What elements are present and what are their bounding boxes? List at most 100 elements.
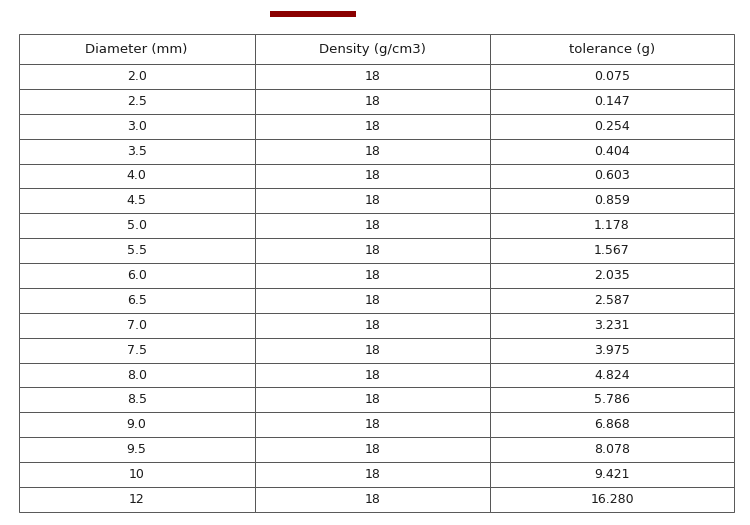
FancyBboxPatch shape [254,313,490,338]
Text: 18: 18 [364,70,380,83]
FancyBboxPatch shape [254,64,490,89]
FancyBboxPatch shape [254,363,490,387]
Text: 18: 18 [364,418,380,431]
Text: 3.0: 3.0 [127,120,146,133]
FancyBboxPatch shape [490,363,734,387]
FancyBboxPatch shape [254,462,490,487]
Text: 18: 18 [364,369,380,382]
FancyBboxPatch shape [19,487,254,512]
Text: 18: 18 [364,269,380,282]
Text: 2.035: 2.035 [594,269,630,282]
Text: 1.178: 1.178 [594,219,630,232]
Text: 6.5: 6.5 [127,294,146,307]
Text: 0.147: 0.147 [594,95,630,108]
FancyBboxPatch shape [254,139,490,163]
FancyBboxPatch shape [254,238,490,263]
FancyBboxPatch shape [490,238,734,263]
FancyBboxPatch shape [19,238,254,263]
FancyBboxPatch shape [19,64,254,89]
Text: 2.5: 2.5 [127,95,146,108]
Text: tolerance (g): tolerance (g) [569,43,655,56]
FancyBboxPatch shape [254,263,490,288]
FancyBboxPatch shape [490,338,734,363]
FancyBboxPatch shape [19,412,254,437]
FancyBboxPatch shape [19,114,254,139]
Text: 18: 18 [364,170,380,183]
Text: 18: 18 [364,294,380,307]
FancyBboxPatch shape [254,288,490,313]
FancyBboxPatch shape [490,163,734,188]
Text: 10: 10 [129,468,145,481]
Text: 18: 18 [364,344,380,356]
FancyBboxPatch shape [490,89,734,114]
Text: 3.5: 3.5 [127,144,146,157]
Text: 18: 18 [364,468,380,481]
FancyBboxPatch shape [490,139,734,163]
Text: 6.868: 6.868 [594,418,630,431]
FancyBboxPatch shape [19,139,254,163]
FancyBboxPatch shape [254,188,490,213]
FancyBboxPatch shape [490,64,734,89]
FancyBboxPatch shape [490,387,734,412]
Text: 0.075: 0.075 [594,70,630,83]
FancyBboxPatch shape [19,188,254,213]
FancyBboxPatch shape [19,89,254,114]
FancyBboxPatch shape [254,34,490,64]
Text: 18: 18 [364,493,380,506]
FancyBboxPatch shape [254,437,490,462]
Text: 7.5: 7.5 [127,344,147,356]
FancyBboxPatch shape [19,263,254,288]
FancyBboxPatch shape [490,213,734,238]
Text: 2.0: 2.0 [127,70,146,83]
FancyBboxPatch shape [490,34,734,64]
FancyBboxPatch shape [19,163,254,188]
FancyBboxPatch shape [254,487,490,512]
Text: 12: 12 [129,493,145,506]
Text: 4.824: 4.824 [594,369,630,382]
Text: 7.0: 7.0 [127,319,147,332]
Text: 0.404: 0.404 [594,144,630,157]
Text: 16.280: 16.280 [590,493,634,506]
Text: 18: 18 [364,393,380,406]
Text: 2.587: 2.587 [594,294,630,307]
Text: Diameter (mm): Diameter (mm) [86,43,188,56]
Text: 0.254: 0.254 [594,120,630,133]
Text: 5.5: 5.5 [127,244,147,257]
Text: 18: 18 [364,95,380,108]
Text: 5.786: 5.786 [594,393,630,406]
FancyBboxPatch shape [19,437,254,462]
Text: 9.5: 9.5 [127,443,146,456]
FancyBboxPatch shape [254,213,490,238]
FancyBboxPatch shape [254,89,490,114]
Text: 1.567: 1.567 [594,244,630,257]
FancyBboxPatch shape [19,363,254,387]
FancyBboxPatch shape [254,338,490,363]
Text: 18: 18 [364,144,380,157]
Text: 18: 18 [364,443,380,456]
FancyBboxPatch shape [254,387,490,412]
FancyBboxPatch shape [490,487,734,512]
Text: 8.0: 8.0 [127,369,147,382]
Text: 8.5: 8.5 [127,393,147,406]
Text: 9.421: 9.421 [594,468,630,481]
Text: 18: 18 [364,194,380,207]
FancyBboxPatch shape [490,188,734,213]
Text: 4.0: 4.0 [127,170,146,183]
Text: 9.0: 9.0 [127,418,146,431]
FancyBboxPatch shape [254,412,490,437]
Text: 0.859: 0.859 [594,194,630,207]
FancyBboxPatch shape [19,288,254,313]
Text: 6.0: 6.0 [127,269,146,282]
FancyBboxPatch shape [254,114,490,139]
FancyBboxPatch shape [490,263,734,288]
FancyBboxPatch shape [19,462,254,487]
FancyBboxPatch shape [490,412,734,437]
FancyBboxPatch shape [19,387,254,412]
FancyBboxPatch shape [490,437,734,462]
FancyBboxPatch shape [19,213,254,238]
Text: 8.078: 8.078 [594,443,630,456]
Text: Density (g/cm3): Density (g/cm3) [319,43,426,56]
FancyBboxPatch shape [19,34,254,64]
FancyBboxPatch shape [270,10,356,17]
FancyBboxPatch shape [490,114,734,139]
